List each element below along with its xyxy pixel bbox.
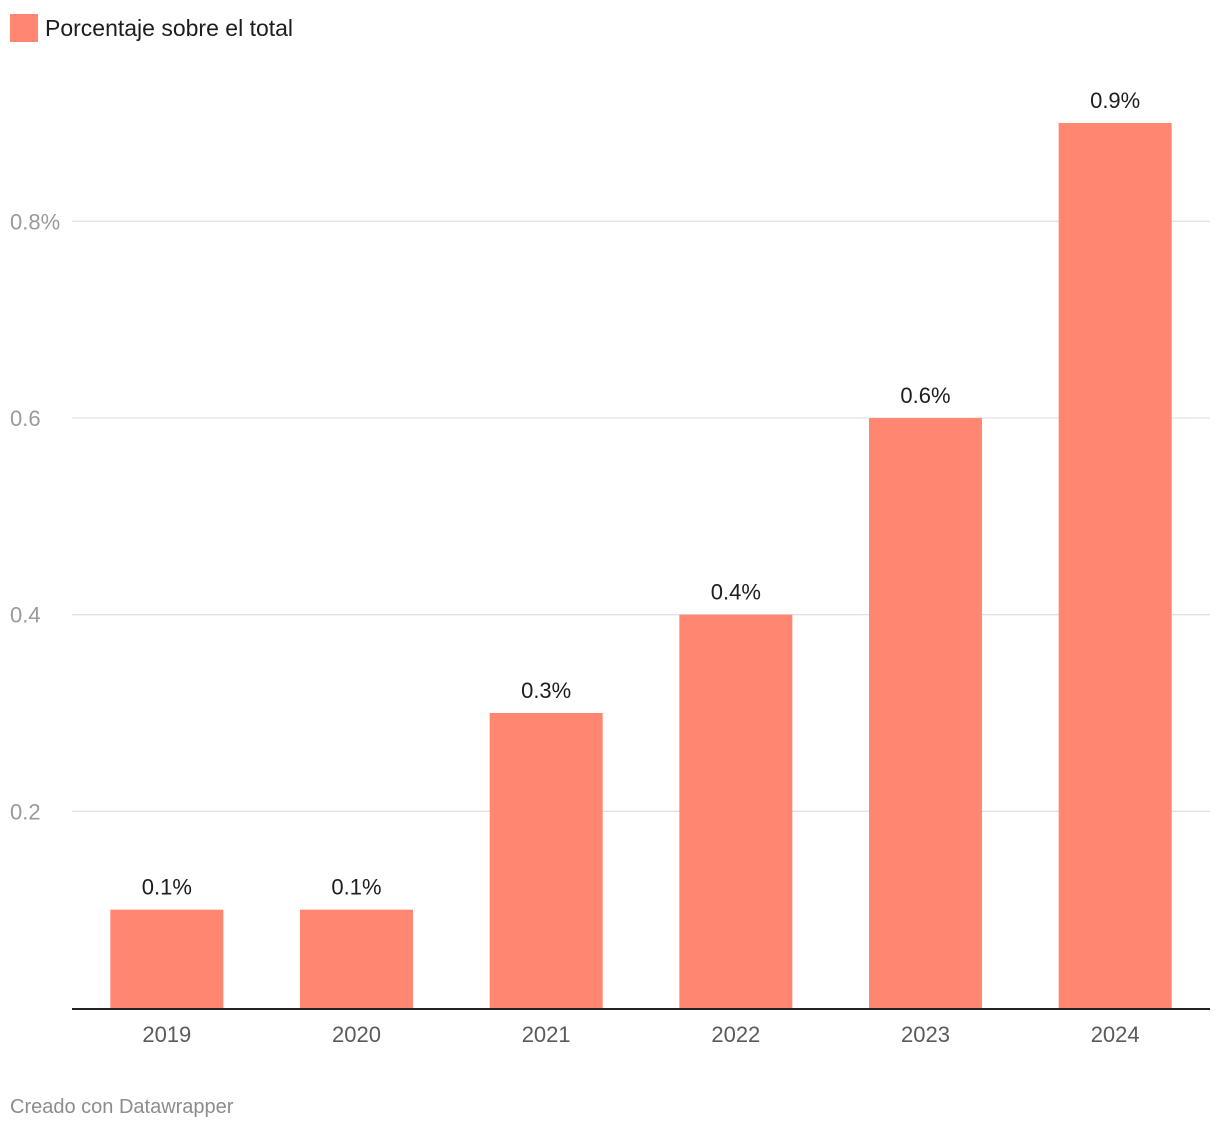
data-label-2024: 0.9%	[1090, 88, 1140, 113]
legend: Porcentaje sobre el total	[10, 14, 293, 42]
bar-2022	[679, 614, 793, 1008]
bar-2019	[110, 909, 224, 1008]
x-tick-label-2024: 2024	[1091, 1022, 1140, 1047]
x-tick-label-2020: 2020	[332, 1022, 381, 1047]
bar-2024	[1058, 123, 1172, 1008]
y-tick-label-3: 0.8%	[10, 209, 60, 234]
bar-chart: 0.2 0.4 0.6 0.8% 0.1% 0.1% 0.3% 0.4% 0.6% 0.9% 2…	[10, 88, 1210, 1047]
grid-lines: 0.2 0.4 0.6 0.8%	[10, 209, 1210, 824]
bars	[110, 123, 1172, 1008]
bar-2021	[489, 713, 603, 1008]
data-label-2022: 0.4%	[711, 580, 761, 605]
x-tick-label-2023: 2023	[901, 1022, 950, 1047]
bar-2023	[869, 418, 982, 1008]
x-tick-label-2021: 2021	[522, 1022, 571, 1047]
x-tick-label-2019: 2019	[142, 1022, 191, 1047]
legend-swatch	[10, 14, 38, 42]
data-labels: 0.1% 0.1% 0.3% 0.4% 0.6% 0.9%	[142, 88, 1140, 900]
data-label-2019: 0.1%	[142, 875, 192, 900]
data-label-2020: 0.1%	[331, 875, 381, 900]
data-label-2023: 0.6%	[900, 383, 950, 408]
y-tick-label-2: 0.6	[10, 406, 41, 431]
legend-label: Porcentaje sobre el total	[45, 14, 294, 41]
axes: 2019 2020 2021 2022 2023 2024	[72, 1008, 1210, 1047]
y-tick-label-0: 0.2	[10, 799, 41, 824]
x-tick-label-2022: 2022	[711, 1022, 760, 1047]
footer-credit: Creado con Datawrapper	[10, 1096, 234, 1118]
bar-2020	[300, 909, 413, 1008]
data-label-2021: 0.3%	[521, 678, 571, 703]
y-tick-label-1: 0.4	[10, 603, 41, 628]
